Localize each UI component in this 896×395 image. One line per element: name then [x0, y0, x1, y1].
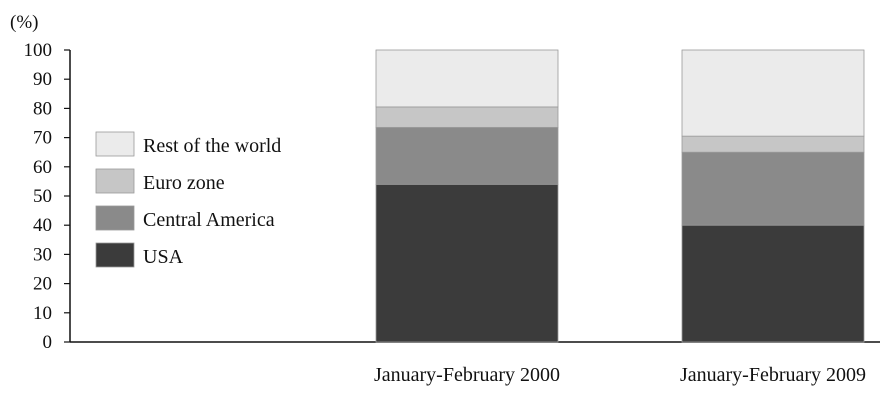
y-tick-label: 30 — [33, 244, 52, 265]
legend-label: Euro zone — [143, 172, 225, 194]
legend-swatch — [95, 131, 135, 157]
bar-stacks — [375, 49, 865, 343]
bar-segment-euro-zone — [375, 106, 559, 128]
y-tick-label: 10 — [33, 303, 52, 324]
bar-segment-usa — [681, 224, 865, 343]
y-tick-label: 60 — [33, 157, 52, 178]
legend-label: Rest of the world — [143, 135, 281, 157]
legend-label: Central America — [143, 209, 275, 231]
x-category-label: January-February 2000 — [374, 364, 560, 386]
legend-swatch — [95, 205, 135, 231]
legend-label: USA — [143, 246, 184, 268]
y-tick-label: 40 — [33, 215, 52, 236]
y-tick-label: 0 — [43, 332, 53, 353]
y-tick-label: 90 — [33, 69, 52, 90]
legend-swatch — [95, 168, 135, 194]
chart-legend: Rest of the world Euro zone Central Americ… — [95, 131, 281, 268]
bar-segment-central-america — [681, 151, 865, 226]
y-tick-label: 100 — [24, 40, 53, 61]
bar-segment-rest-of-the-world — [375, 49, 559, 108]
x-axis-labels: January-February 2000 January-February 20… — [374, 364, 866, 386]
bar-segment-euro-zone — [681, 135, 865, 153]
y-tick-label: 70 — [33, 128, 52, 149]
y-axis: 0 10 20 30 40 50 60 70 80 90 100 — [24, 40, 880, 353]
bar-segment-rest-of-the-world — [681, 49, 865, 137]
bar-segment-central-america — [375, 126, 559, 185]
y-tick-label: 20 — [33, 274, 52, 295]
legend-swatch — [95, 242, 135, 268]
x-category-label: January-February 2009 — [680, 364, 866, 386]
bar-segment-usa — [375, 183, 559, 343]
y-tick-label: 50 — [33, 186, 52, 207]
y-axis-unit-label: (%) — [10, 12, 38, 33]
y-tick-label: 80 — [33, 98, 52, 119]
